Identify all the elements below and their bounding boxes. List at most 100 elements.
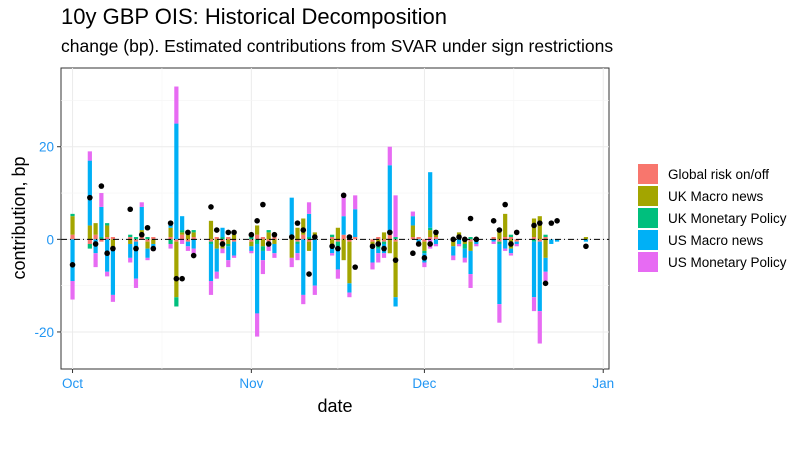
bar-segment xyxy=(393,241,398,298)
bar-segment xyxy=(330,253,335,256)
total-point xyxy=(346,234,353,240)
bar-segment xyxy=(220,227,225,238)
x-axis-label: date xyxy=(317,396,352,416)
bar-segment xyxy=(468,241,473,251)
bar-segment xyxy=(456,239,462,244)
bar-segment xyxy=(249,239,254,242)
bar-segment xyxy=(110,248,116,295)
bar-segment xyxy=(347,239,352,242)
bar-segment xyxy=(168,243,173,249)
bar-segment xyxy=(433,237,439,240)
bar-segment xyxy=(422,250,427,254)
total-point xyxy=(473,236,480,243)
bar-segment xyxy=(180,230,185,233)
total-point xyxy=(92,241,99,247)
bar-segment xyxy=(497,230,502,240)
total-point xyxy=(208,204,214,210)
bar-segment xyxy=(537,241,542,312)
total-point xyxy=(110,245,116,252)
bar-segment xyxy=(393,239,398,242)
bar-segment xyxy=(301,234,306,240)
total-point xyxy=(329,243,335,250)
bar-segment xyxy=(174,123,179,240)
legend-item: US Monetary Policy xyxy=(638,251,787,273)
bar-segment xyxy=(422,241,427,251)
total-point xyxy=(352,264,358,270)
bar-segment xyxy=(272,239,277,244)
bar-segment xyxy=(145,241,150,249)
bar-segment xyxy=(462,257,467,263)
bar-segment xyxy=(70,213,75,217)
bar-segment xyxy=(543,257,548,272)
bar-segment xyxy=(497,241,502,244)
bar-segment xyxy=(301,294,306,305)
bar-segment xyxy=(249,250,254,254)
total-point xyxy=(231,229,237,236)
bar-segment xyxy=(514,241,519,244)
bar-segment xyxy=(260,250,265,261)
bar-segment xyxy=(174,86,179,124)
total-point xyxy=(415,241,422,247)
bar-segment xyxy=(468,237,473,240)
bar-segment xyxy=(462,248,467,258)
bar-segment xyxy=(301,218,306,235)
bar-segment xyxy=(208,220,214,240)
bar-segment xyxy=(497,243,502,305)
bar-segment xyxy=(214,239,219,249)
bar-segment xyxy=(208,243,214,282)
bar-segment xyxy=(266,232,271,240)
total-point xyxy=(213,227,220,233)
bar-segment xyxy=(537,216,542,240)
bar-segment xyxy=(387,165,392,235)
x-tick-label: Jan xyxy=(592,376,614,391)
legend-swatch xyxy=(638,208,658,228)
total-point xyxy=(410,250,416,257)
bar-segment xyxy=(433,243,439,247)
bar-segment xyxy=(191,239,196,249)
bar-segment xyxy=(168,227,173,238)
total-point xyxy=(381,245,387,252)
bar-segment xyxy=(231,234,237,240)
bar-segment xyxy=(272,253,277,258)
bar-segment xyxy=(220,239,225,242)
bar-segment xyxy=(87,160,92,226)
bar-segment xyxy=(514,239,519,242)
bar-segment xyxy=(191,232,196,238)
bar-segment xyxy=(226,246,231,261)
bar-segment xyxy=(93,223,98,235)
bar-segment xyxy=(428,227,433,231)
total-point xyxy=(190,252,197,259)
bar-segment xyxy=(543,237,548,240)
bar-segment xyxy=(260,246,265,251)
bar-segment xyxy=(249,246,254,251)
bar-segment xyxy=(220,248,225,254)
bar-segment xyxy=(255,243,260,314)
bar-segment xyxy=(497,304,502,323)
total-point xyxy=(467,215,474,222)
legend-label: UK Monetary Policy xyxy=(668,210,787,226)
bar-segment xyxy=(543,239,548,258)
total-point xyxy=(225,229,232,236)
bar-segment xyxy=(301,239,306,295)
bar-segment xyxy=(295,239,300,242)
bar-segment xyxy=(422,262,427,268)
bar-segment xyxy=(70,281,75,300)
bar-segment xyxy=(266,246,271,251)
bar-segment xyxy=(226,237,231,240)
x-tick-label: Oct xyxy=(62,376,83,391)
bar-segment xyxy=(381,232,387,240)
bar-segment xyxy=(353,237,358,240)
bar-segment xyxy=(306,237,312,240)
bar-segment xyxy=(543,234,548,238)
total-point xyxy=(340,192,347,199)
bar-segment xyxy=(491,239,496,242)
bar-segment xyxy=(87,225,92,240)
total-point xyxy=(542,280,549,287)
total-point xyxy=(144,224,151,231)
bar-segment xyxy=(272,237,277,240)
total-point xyxy=(288,234,295,240)
bar-segment xyxy=(174,241,179,298)
total-point xyxy=(450,236,457,243)
bar-segment xyxy=(468,274,473,288)
total-point xyxy=(392,257,399,263)
